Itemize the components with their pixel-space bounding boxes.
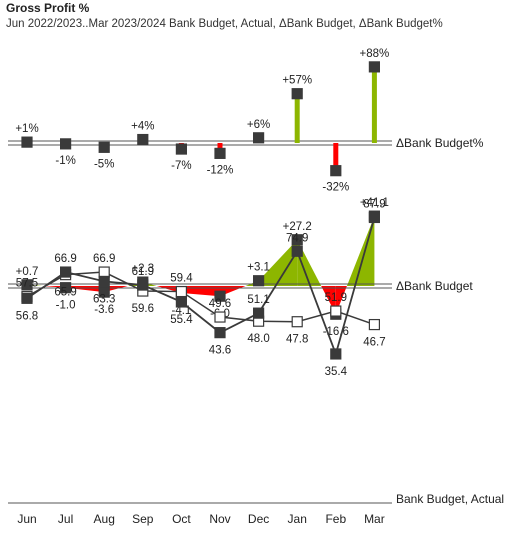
pct-data-label: +1%: [15, 123, 38, 135]
budget-data-label: 66.9: [93, 253, 115, 265]
budget-line: [26, 271, 375, 326]
actual-marker: [253, 307, 265, 319]
actual-data-label: 63.3: [93, 293, 115, 305]
pct-data-label: -7%: [171, 160, 191, 172]
budget-marker: [175, 285, 187, 298]
actual-marker: [59, 266, 72, 278]
budget-data-label: 46.7: [363, 337, 385, 349]
x-tick-label: Feb: [325, 512, 346, 526]
pct-data-label: +4%: [131, 121, 154, 133]
pct-data-label: -1%: [55, 155, 75, 167]
delta-data-label: +0.7: [16, 266, 39, 278]
delta-marker: [21, 279, 33, 291]
actual-data-label: 66.9: [54, 253, 76, 265]
x-tick-label: Mar: [364, 512, 385, 526]
delta-data-label: -1.0: [56, 300, 76, 312]
pct-data-label: +6%: [247, 119, 270, 131]
delta-area: [42, 286, 66, 288]
x-tick-label: Sep: [132, 512, 154, 526]
delta-axis-label: ΔBank Budget: [396, 279, 473, 293]
delta-area: [181, 286, 220, 297]
actual-marker: [175, 296, 187, 308]
actual-data-label: 43.6: [209, 345, 231, 357]
pct-axis-label: ΔBank Budget%: [396, 136, 484, 150]
delta-marker: [253, 275, 265, 287]
pct-data-label: +88%: [360, 48, 390, 60]
budget-marker: [330, 305, 342, 317]
budget-marker: [368, 318, 380, 331]
actual-marker: [98, 275, 110, 288]
actual-marker: [21, 292, 33, 304]
budget-marker: [214, 311, 226, 323]
chart-subtitle: Jun 2022/2023..Mar 2023/2024 Bank Budget…: [6, 18, 443, 30]
delta-data-label: -4.1: [171, 305, 191, 317]
pct-pin-head: [137, 133, 149, 146]
actual-data-label: 87.9: [363, 198, 385, 210]
actual-data-label: 61.9: [132, 266, 154, 278]
pct-pin-head: [330, 165, 342, 177]
pct-pin-head: [368, 61, 380, 73]
delta-area: [258, 239, 298, 286]
budget-data-label: 48.0: [247, 333, 269, 345]
budget-data-label: 59.4: [170, 273, 193, 285]
delta-area: [297, 239, 322, 286]
pct-pin-head: [59, 138, 72, 150]
delta-marker: [59, 282, 72, 294]
actual-data-label: 74.9: [286, 232, 308, 244]
chart-title: Gross Profit %: [6, 1, 90, 15]
delta-data-label: +41.1: [360, 197, 389, 209]
actual-data-label: 56.8: [16, 310, 38, 322]
x-tick-label: Oct: [172, 512, 191, 526]
pct-pin-head: [291, 88, 303, 100]
delta-marker: [214, 290, 226, 302]
pct-data-label: -12%: [207, 164, 234, 176]
budget-data-label: 51.9: [325, 292, 347, 304]
delta-area: [346, 216, 375, 286]
x-tick-label: Aug: [94, 512, 115, 526]
x-tick-label: Jun: [17, 512, 36, 526]
budget-marker: [98, 266, 110, 278]
actual-data-label: 35.4: [325, 366, 348, 378]
budget-data-label: 49.6: [209, 298, 231, 310]
actual-data-label: 55.4: [170, 314, 193, 326]
pct-pin-head: [98, 141, 110, 153]
delta-marker: [98, 286, 110, 298]
pct-pin-head: [253, 132, 265, 144]
actual-data-label: 51.1: [247, 294, 269, 306]
pct-pin: [294, 93, 300, 143]
delta-area: [220, 286, 246, 297]
actual-marker: [137, 279, 149, 291]
budget-marker: [291, 316, 303, 328]
actual-line: [26, 217, 376, 357]
actual-marker: [368, 211, 380, 224]
pct-pin-head: [21, 136, 33, 148]
budget-data-label: 59.6: [132, 303, 154, 315]
delta-data-label: +27.2: [283, 221, 312, 233]
pct-pin-head: [214, 147, 226, 159]
budget-data-label: 57.5: [16, 278, 38, 290]
pct-pin-head: [175, 143, 187, 155]
pct-pin: [333, 143, 339, 171]
actual-marker: [214, 327, 226, 339]
delta-marker: [291, 234, 303, 246]
actual-marker: [330, 348, 342, 360]
x-tick-label: Dec: [248, 512, 269, 526]
pct-data-label: +57%: [282, 75, 312, 87]
actual-marker: [291, 245, 303, 257]
x-tick-label: Nov: [209, 512, 230, 526]
delta-data-label: +2.3: [131, 263, 154, 275]
delta-data-label: -3.6: [94, 304, 114, 316]
pct-data-label: -32%: [322, 182, 349, 194]
pct-data-label: -5%: [94, 158, 114, 170]
x-tick-label: Jul: [58, 512, 73, 526]
pct-pin: [371, 66, 377, 143]
x-tick-label: Jan: [288, 512, 307, 526]
delta-data-label: +3.1: [247, 262, 270, 274]
budget-data-label: 65.9: [54, 287, 76, 299]
category-axis-label: Bank Budget, Actual: [396, 492, 504, 506]
budget-data-label: 47.8: [286, 334, 308, 346]
